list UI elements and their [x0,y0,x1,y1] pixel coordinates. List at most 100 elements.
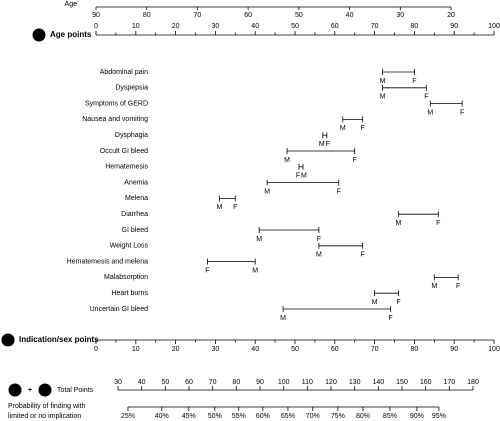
female-label: F [361,125,365,132]
tick-label: 30 [396,12,404,19]
tick-label: 120 [325,379,337,386]
tick-label: 100 [278,379,290,386]
tick-label: 25% [121,413,135,420]
badge-number: 2 [6,337,10,344]
tick-label: 30 [212,346,220,353]
tick-label: 95% [432,413,446,420]
female-label: F [424,94,428,101]
male-label: M [280,315,286,322]
badge [38,383,52,397]
tick-label: 80 [411,346,419,353]
female-label: F [436,220,440,227]
indication-label: Melena [125,195,148,202]
tick-label: 50 [291,23,299,30]
male-label: M [340,125,346,132]
tick-label: 0 [94,23,98,30]
male-label: M [372,299,378,306]
tick-label: 40 [251,346,259,353]
tick-label: 0 [94,346,98,353]
indication-label: Dysphagia [115,132,148,139]
indication-label: Hematemesis and melena [67,258,148,265]
indication-label: Abdominal pain [100,69,148,76]
tick-label: 50 [295,12,303,19]
female-label: F [412,78,416,85]
indication-label: Diarrhea [121,211,148,218]
badge [8,383,22,397]
tick-label: 70 [209,379,217,386]
tick-label: 140 [372,379,384,386]
indication-label: Weight Loss [110,243,149,250]
axis-title: limited or no implication [8,413,81,420]
tick-label: 130 [349,379,361,386]
tick-label: 60 [331,23,339,30]
tick-label: 40 [346,12,354,19]
tick-label: 85% [383,413,397,420]
axis-title: Indication/sex points [19,335,99,344]
tick-label: 10 [132,23,140,30]
tick-label: 50 [161,379,169,386]
indication-label: Symptoms of GERD [85,100,148,107]
axis-title: Probability of finding with [8,403,86,410]
male-label: M [319,141,325,148]
indication-label: Occult GI bleed [100,148,148,155]
tick-label: 60 [331,346,339,353]
badge-number: 1 [13,387,17,394]
tick-label: 80 [143,12,151,19]
tick-label: 90 [256,379,264,386]
axis-title: Age [65,1,78,8]
indication-label: Anemia [124,179,148,186]
female-label: F [326,141,330,148]
male-label: M [264,188,270,195]
badge-number: 1 [37,32,41,39]
badge-number: 2 [43,387,47,394]
indication-label: Uncertain GI bleed [90,306,148,313]
tick-label: 20 [447,12,455,19]
tick-label: 100 [488,346,500,353]
tick-label: 20 [172,346,180,353]
indication-label: Heart burns [111,290,148,297]
tick-label: 70 [371,346,379,353]
tick-label: 90 [450,346,458,353]
female-label: F [388,315,392,322]
male-label: M [316,252,322,259]
female-label: F [361,252,365,259]
indication-label: Hematemesis [105,164,148,171]
indication-label: GI bleed [122,227,149,234]
male-label: M [431,283,437,290]
indication-label: Dyspepsia [115,85,148,92]
tick-label: 50% [208,413,222,420]
badge [32,28,46,42]
tick-label: 40 [138,379,146,386]
female-label: F [353,157,357,164]
tick-label: 60 [185,379,193,386]
tick-label: 90 [450,23,458,30]
tick-label: 80 [411,23,419,30]
tick-label: 30 [114,379,122,386]
male-label: M [284,157,290,164]
tick-label: 90% [410,413,424,420]
female-label: F [460,109,464,116]
tick-label: 70 [371,23,379,30]
female-label: F [317,236,321,243]
tick-label: 70% [306,413,320,420]
tick-label: 100 [488,23,500,30]
male-label: M [427,109,433,116]
tick-label: 180 [467,379,479,386]
tick-label: 40 [251,23,259,30]
indication-label: Malabsorption [104,274,148,281]
plus: + [28,387,32,394]
tick-label: 90 [92,12,100,19]
male-label: M [380,78,386,85]
tick-label: 10 [132,346,140,353]
female-label: F [337,188,341,195]
tick-label: 60% [256,413,270,420]
female-label: F [456,283,460,290]
female-label: F [396,299,400,306]
badge [1,333,15,347]
male-label: M [396,220,402,227]
tick-label: 150 [396,379,408,386]
tick-label: 55% [232,413,246,420]
tick-label: 40% [155,413,169,420]
tick-label: 160 [420,379,432,386]
